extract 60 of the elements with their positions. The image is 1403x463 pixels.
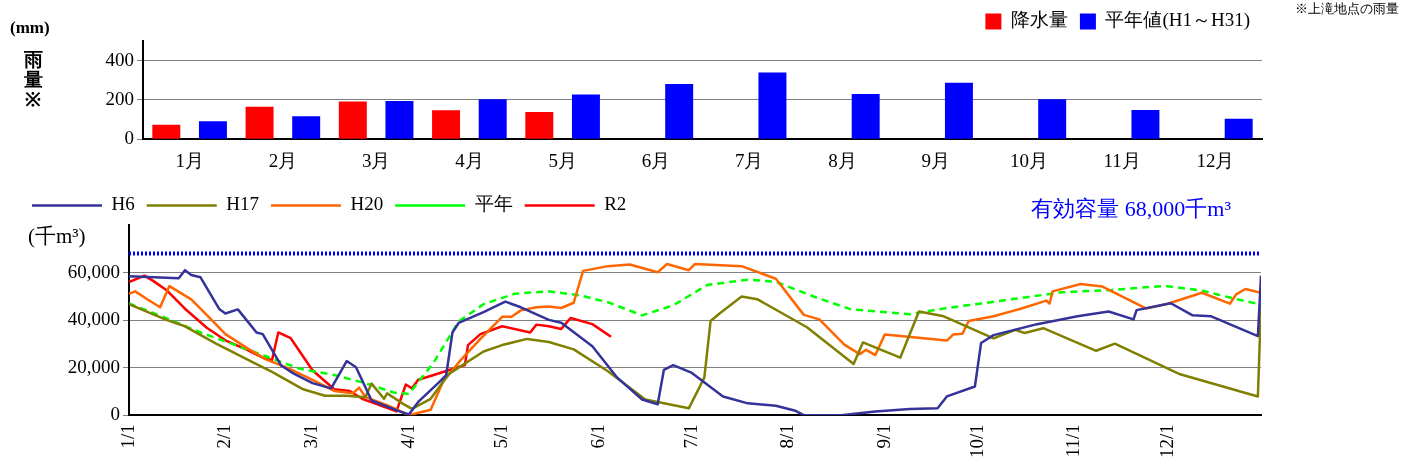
y-tick-label: 20,000 [67,355,120,377]
y-axis-title: (千m³) [28,223,86,250]
y-tick-label: 0 [110,403,120,425]
bar [292,116,321,139]
y-tick-label: 40,000 [67,308,120,330]
bar [525,111,554,139]
x-tick-label: 10/1 [965,424,987,458]
x-tick-label: 5月 [548,149,577,171]
bar [571,94,600,139]
bar [944,82,973,139]
text: ※上滝地点の雨量 [1295,0,1399,18]
x-tick-label: 4月 [455,149,484,171]
bar [1038,99,1067,139]
legend-label: 降水量 [1010,9,1068,31]
bar [665,84,694,139]
legend-label: H6 [111,193,135,215]
x-tick-label: 5/1 [490,424,512,449]
x-tick-label: 7/1 [679,424,701,449]
y-tick-label: 0 [124,127,134,149]
x-tick-label: 1月 [175,149,204,171]
y-tick-label: 200 [105,87,134,109]
ref-line-label: 有効容量 68,000千m³ [1031,195,1232,221]
bar [152,124,181,139]
bar [245,106,274,139]
bar [338,101,367,139]
x-tick-label: 11/1 [1062,424,1084,458]
legend-label: H17 [226,193,259,215]
x-tick-label: 7月 [734,149,764,171]
bar [851,94,880,139]
bar [478,99,507,139]
x-tick-label: 6月 [641,149,671,171]
x-tick-label: 12月 [1196,149,1235,171]
x-tick-label: 8月 [828,149,857,171]
x-tick-label: 9月 [921,149,950,171]
x-tick-label: 10月 [1009,149,1048,171]
x-tick-label: 11月 [1103,149,1141,171]
x-tick-label: 3月 [361,149,391,171]
x-tick-label: 12/1 [1155,424,1177,458]
bar [1131,109,1160,139]
legend-label: R2 [604,193,627,215]
x-tick-label: 4/1 [396,424,418,449]
bar [198,121,227,139]
bar [432,110,461,139]
x-tick-label: 3/1 [300,424,322,449]
x-tick-label: 1/1 [116,424,138,449]
bar [758,72,787,139]
legend-label: 平年値(H1～H31) [1105,9,1251,32]
x-tick-label: 6/1 [586,424,608,449]
y-tick-label: 400 [105,48,134,70]
x-tick-label: 9/1 [872,424,894,449]
y-axis-title: 雨量※ [22,49,44,110]
x-tick-label: 2月 [268,149,298,171]
x-tick-label: 2/1 [213,424,235,449]
legend-label: 平年 [474,193,513,215]
x-tick-label: 8/1 [776,424,798,449]
y-tick-label: 60,000 [67,260,120,282]
legend-label: H20 [350,193,384,215]
text: (mm) [10,18,50,38]
bar [385,101,414,139]
bar [1224,118,1253,139]
